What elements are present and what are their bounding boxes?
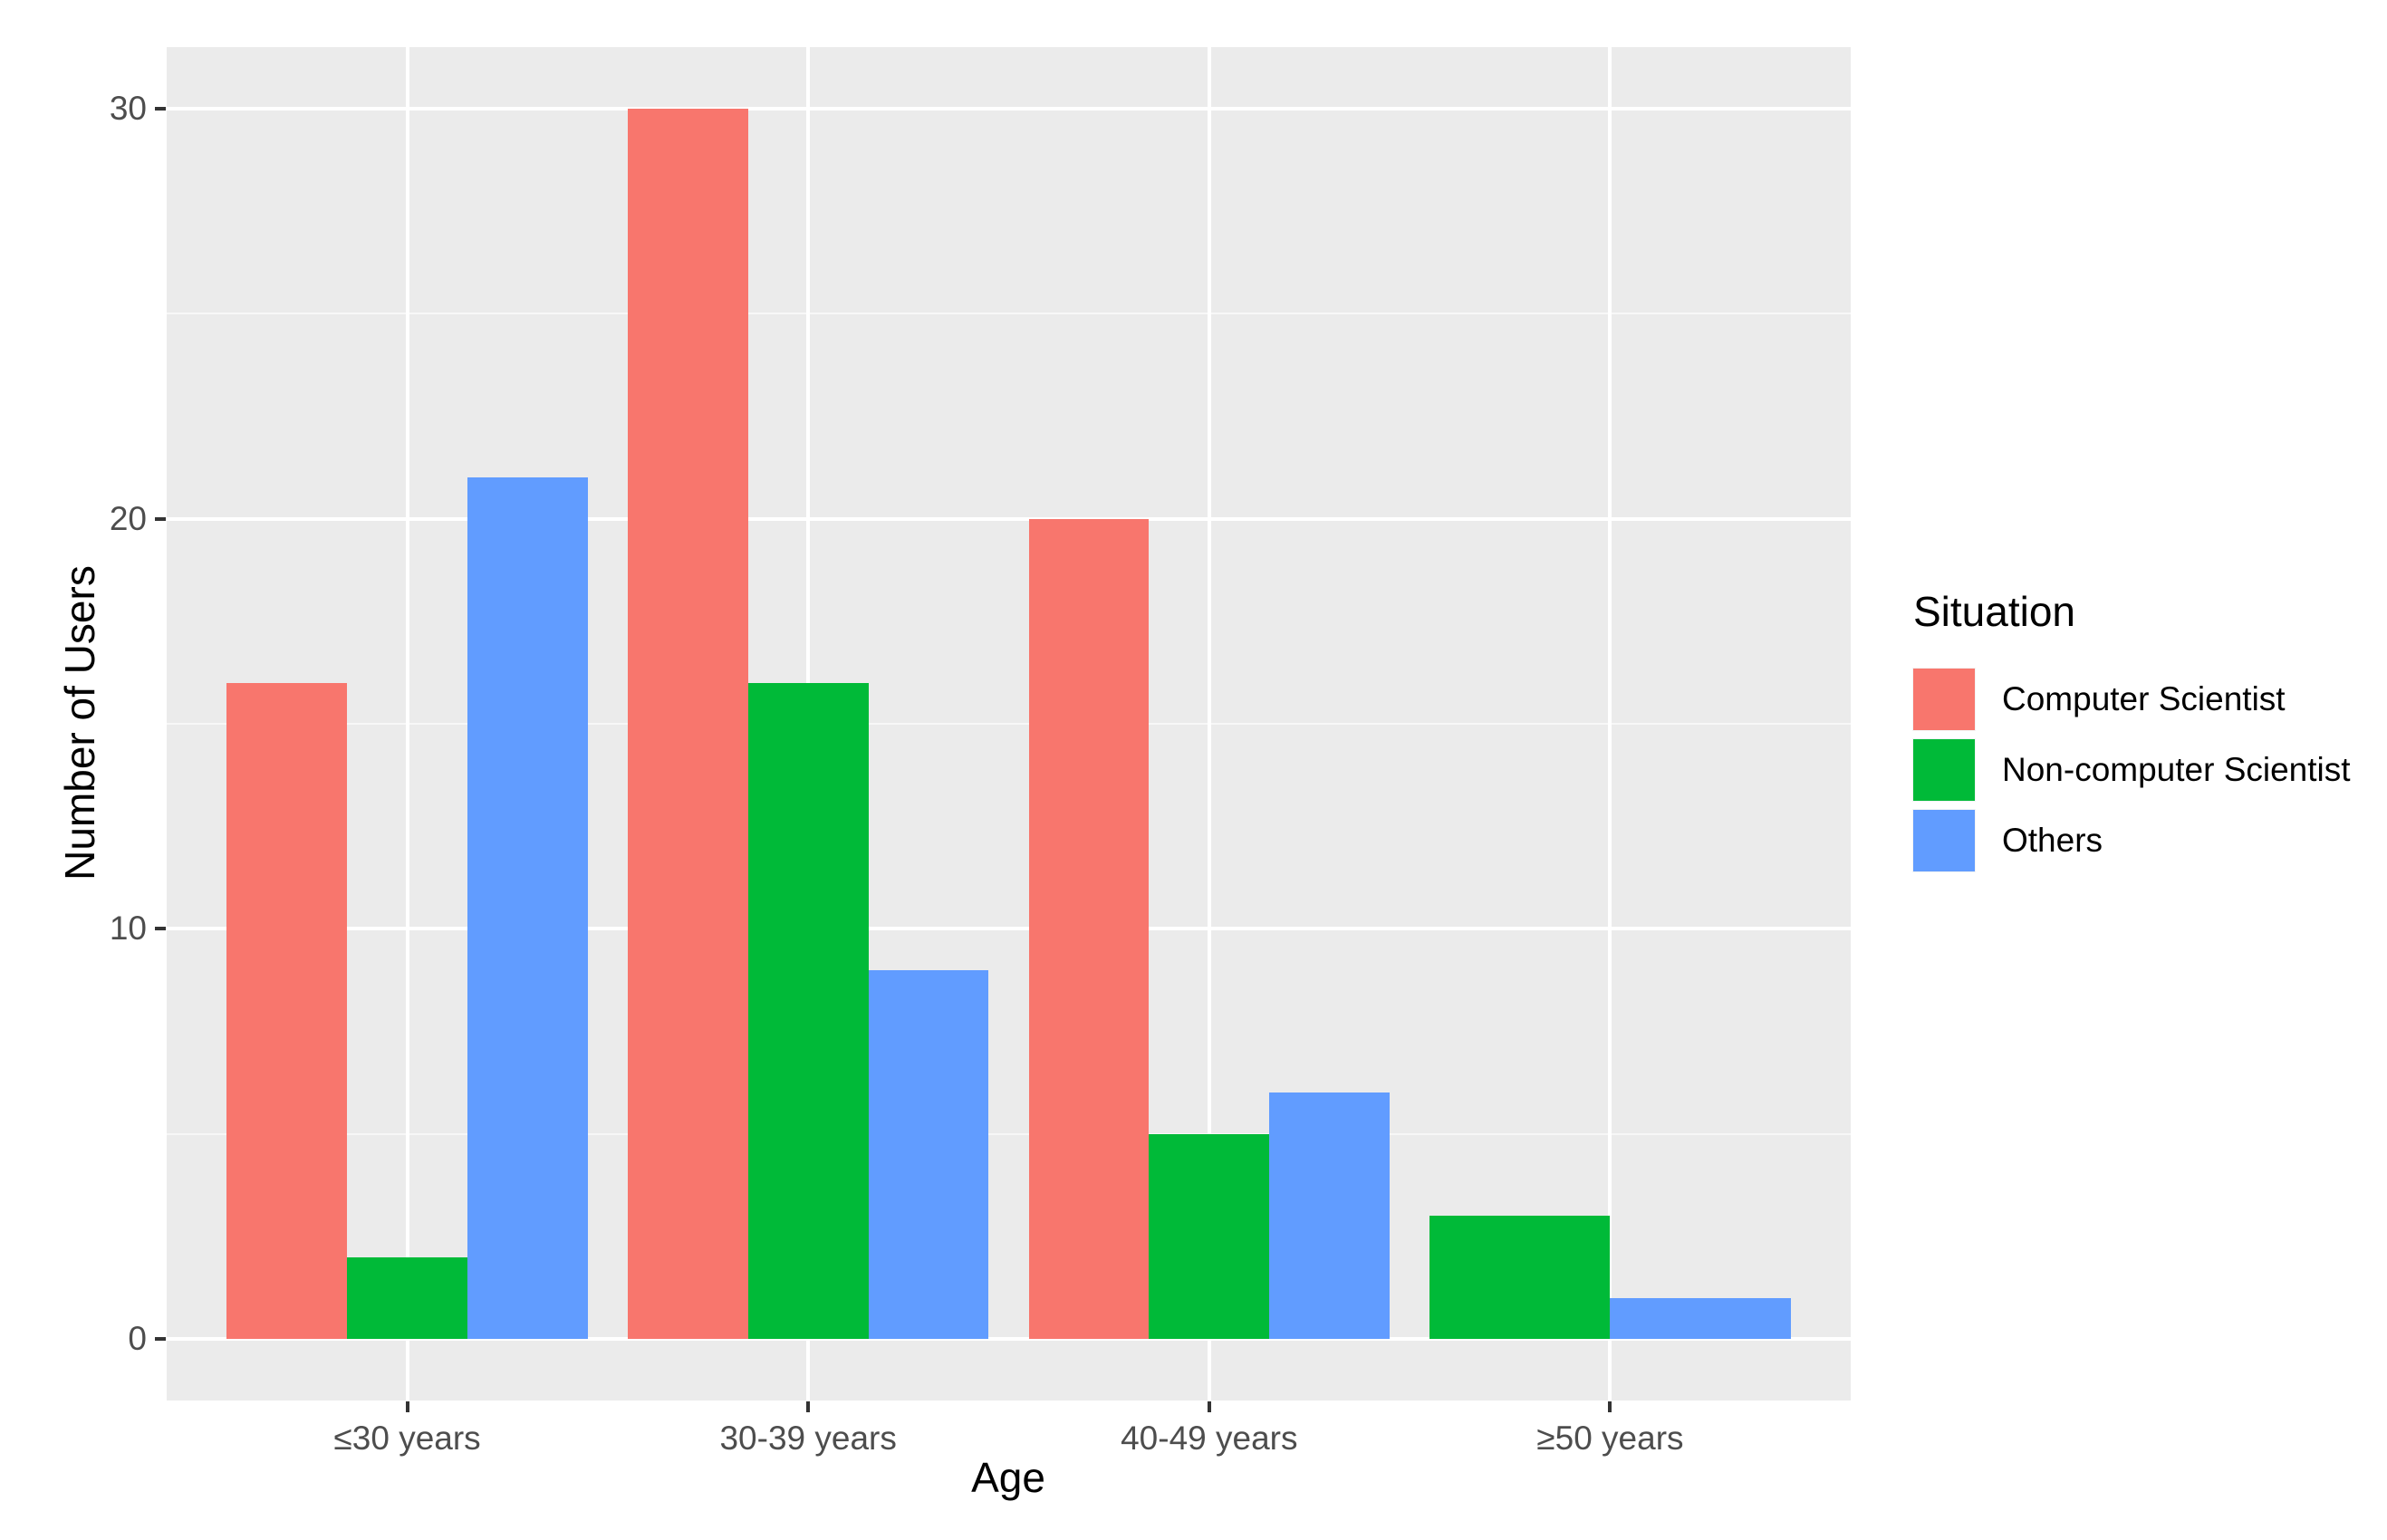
gridline-minor-y25 [167, 313, 1851, 315]
gridline-major-y0 [167, 1337, 1851, 1342]
bar-non-computer-scientist-cat3 [1429, 1216, 1611, 1340]
bar-others-cat1 [868, 969, 989, 1340]
legend-item-non-computer-scientist: Non-computer Scientist [1913, 739, 2351, 801]
x-axis-title: Age [971, 1454, 1045, 1501]
x-tick-1 [806, 1401, 811, 1412]
legend-label-non-computer-scientist: Non-computer Scientist [2002, 751, 2351, 788]
y-tick-label-0: 0 [128, 1320, 147, 1358]
gridline-major-y30 [167, 106, 1851, 111]
legend-item-others: Others [1913, 810, 2351, 871]
y-tick-label-10: 10 [109, 910, 147, 948]
bar-computer-scientist-cat0 [226, 682, 348, 1340]
legend-item-computer-scientist: Computer Scientist [1913, 669, 2351, 730]
bar-non-computer-scientist-cat2 [1149, 1133, 1270, 1340]
x-tick-0 [405, 1401, 409, 1412]
gridline-minor-y5 [167, 1132, 1851, 1135]
legend-label-computer-scientist: Computer Scientist [2002, 680, 2286, 717]
y-tick-20 [155, 516, 166, 521]
x-tick-label-3: ≥50 years [1536, 1420, 1684, 1457]
x-tick-3 [1608, 1401, 1612, 1412]
gridline-major-y10 [167, 927, 1851, 931]
legend-title: Situation [1913, 588, 2076, 635]
gridline-major-y20 [167, 516, 1851, 521]
x-tick-label-0: ≤30 years [333, 1420, 481, 1457]
bar-others-cat2 [1269, 1092, 1390, 1340]
y-axis-title-text: Number of Users [56, 565, 103, 881]
gridline-minor-y15 [167, 723, 1851, 725]
y-tick-label-30: 30 [109, 89, 147, 127]
bar-non-computer-scientist-cat1 [747, 682, 869, 1340]
y-tick-label-20: 20 [109, 499, 147, 537]
bar-others-cat0 [467, 477, 588, 1340]
bar-computer-scientist-cat2 [1028, 518, 1150, 1340]
plot-panel [167, 47, 1851, 1400]
bar-others-cat3 [1610, 1297, 1791, 1340]
bar-non-computer-scientist-cat0 [347, 1256, 467, 1340]
y-tick-30 [155, 106, 166, 111]
legend-label-others: Others [2002, 822, 2103, 859]
legend-swatch-others [1913, 810, 1975, 871]
y-tick-0 [155, 1337, 166, 1342]
gridline-vert-0 [405, 47, 409, 1400]
legend-swatch-computer-scientist [1913, 669, 1975, 730]
y-tick-10 [155, 927, 166, 931]
x-tick-label-1: 30-39 years [719, 1420, 897, 1457]
legend: Situation Computer Scientist Non-compute… [1913, 587, 2351, 881]
gridline-vert-2 [1207, 47, 1211, 1400]
legend-swatch-non-computer-scientist [1913, 739, 1975, 801]
bar-computer-scientist-cat1 [628, 108, 748, 1340]
x-tick-label-2: 40-49 years [1121, 1420, 1298, 1457]
x-tick-2 [1207, 1401, 1211, 1412]
gridline-vert-3 [1608, 47, 1612, 1400]
